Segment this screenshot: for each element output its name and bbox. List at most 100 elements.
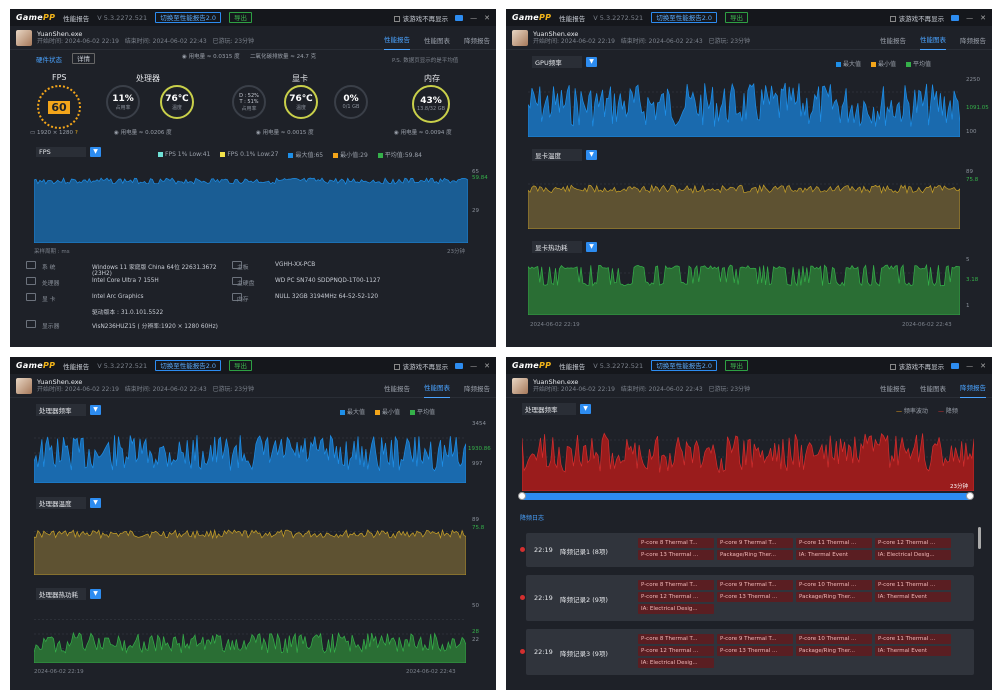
record-dot-icon	[520, 649, 525, 654]
export-button[interactable]: 导出	[229, 360, 253, 371]
tab-performance-report[interactable]: 性能报告	[384, 34, 410, 50]
throttle-reason-tag: P-core 12 Thermal ...	[638, 646, 714, 656]
no-show-checkbox[interactable]: 该游戏不再显示	[889, 13, 944, 23]
record-name: 降频记录2 (9项)	[560, 596, 608, 604]
throttle-metric-select[interactable]: 处理器频率 ▼	[522, 403, 591, 415]
chevron-down-icon[interactable]: ▼	[90, 405, 101, 415]
screenshot-icon[interactable]	[951, 362, 960, 369]
sample-period: 采样周期 : ms	[34, 249, 70, 255]
memory-icon	[232, 293, 242, 301]
export-button[interactable]: 导出	[229, 12, 253, 23]
chevron-down-icon[interactable]: ▼	[90, 498, 101, 508]
timeline-range-slider[interactable]	[518, 492, 974, 500]
switch-report-button[interactable]: 切换至性能报告2.0	[155, 360, 222, 371]
throttle-reason-tag: P-core 12 Thermal ...	[875, 538, 951, 548]
tab-throttle-report[interactable]: 降频报告	[464, 384, 490, 393]
chart-legend: 最大值 最小值 平均值	[836, 59, 931, 68]
gpu-power-chart	[528, 263, 960, 315]
minimize-button[interactable]: —	[470, 361, 478, 370]
close-button[interactable]: ✕	[484, 361, 490, 370]
gpu-temp-gauge: 76℃ 温度	[284, 85, 318, 119]
screenshot-icon[interactable]	[951, 14, 960, 21]
no-show-checkbox[interactable]: 该游戏不再显示	[393, 361, 448, 371]
switch-report-button[interactable]: 切换至性能报告2.0	[651, 12, 718, 23]
gpu-usage-gauge: D : 52% T : 51% 占用率	[232, 85, 266, 119]
sys-row-gpu: 显 卡 Intel Arc Graphics 内存 NULL 32GB 3194MHz…	[42, 294, 379, 303]
chevron-down-icon[interactable]: ▼	[586, 57, 597, 67]
tab-throttle-report[interactable]: 降频报告	[464, 36, 490, 45]
tab-performance-report[interactable]: 性能报告	[384, 384, 410, 393]
window-title: 性能报告	[559, 362, 586, 371]
throttle-record[interactable]: 22:19 降频记录2 (9项) P-core 8 Thermal T... P-…	[520, 575, 974, 621]
elapsed-time: 已游玩: 23分钟	[212, 37, 255, 45]
throttle-reason-tag: P-core 13 Thermal ...	[717, 592, 793, 602]
tab-performance-report[interactable]: 性能报告	[880, 36, 906, 45]
chevron-down-icon[interactable]: ▼	[580, 404, 591, 414]
range-start-handle[interactable]	[518, 492, 526, 500]
chevron-down-icon[interactable]: ▼	[90, 589, 101, 599]
series-area	[34, 631, 466, 663]
gpu-temp-select[interactable]: 显卡温度 ▼	[532, 149, 597, 161]
fps-select[interactable]: FPS ▼	[36, 147, 101, 157]
fps-chart	[34, 177, 468, 243]
tab-throttle-report[interactable]: 降频报告	[960, 36, 986, 45]
throttle-report-panel: GamePP 性能报告 V 5.3.2272.521 切换至性能报告2.0 导出…	[506, 357, 992, 690]
close-button[interactable]: ✕	[980, 13, 986, 22]
gpu-power-select[interactable]: 显卡热功耗 ▼	[532, 241, 597, 253]
scrollbar[interactable]	[978, 527, 981, 549]
tab-performance-chart[interactable]: 性能图表	[920, 384, 946, 393]
throttle-reason-tag: P-core 11 Thermal ...	[875, 580, 951, 590]
range-end-handle[interactable]	[966, 492, 974, 500]
details-button[interactable]: 详情	[72, 53, 95, 64]
export-button[interactable]: 导出	[725, 12, 749, 23]
screenshot-icon[interactable]	[455, 362, 464, 369]
throttle-record[interactable]: 22:19 降频记录1 (8项) P-core 8 Thermal T... P-…	[520, 533, 974, 567]
minimize-button[interactable]: —	[966, 13, 974, 22]
minimize-button[interactable]: —	[966, 361, 974, 370]
record-dot-icon	[520, 547, 525, 552]
chevron-down-icon[interactable]: ▼	[90, 147, 101, 157]
cpu-temperature-chart	[34, 528, 466, 575]
cpu-freq-max-tick: 3454	[472, 421, 486, 427]
cpu-temp-select[interactable]: 处理器温度 ▼	[36, 497, 101, 509]
tab-performance-report[interactable]: 性能报告	[880, 384, 906, 393]
gpu-freq-select[interactable]: GPU频率 ▼	[532, 56, 597, 68]
minimize-button[interactable]: —	[470, 13, 478, 22]
cpu-power-select[interactable]: 处理器热功耗 ▼	[36, 588, 101, 600]
gpu-temperature-chart	[528, 183, 960, 229]
sys-row-os: 系 统 Windows 11 家庭版 China 64位 22631.3672 (…	[42, 262, 316, 277]
export-button[interactable]: 导出	[725, 360, 749, 371]
cpu-freq-select[interactable]: 处理器频率 ▼	[36, 404, 101, 416]
close-button[interactable]: ✕	[980, 361, 986, 370]
close-button[interactable]: ✕	[484, 13, 490, 22]
record-time: 22:19	[534, 546, 553, 554]
duration-label: 23分钟	[950, 484, 968, 490]
no-show-checkbox[interactable]: 该游戏不再显示	[393, 13, 448, 23]
throttle-record[interactable]: 22:19 降频记录3 (9项) P-core 8 Thermal T... P-…	[520, 629, 974, 675]
no-show-checkbox[interactable]: 该游戏不再显示	[889, 361, 944, 371]
throttle-legend: — 频率波动 — 降频	[896, 408, 958, 415]
chevron-down-icon[interactable]: ▼	[586, 150, 597, 160]
throttle-reason-tag: IA: Electrical Desig...	[638, 658, 714, 668]
record-name: 降频记录3 (9项)	[560, 650, 608, 658]
title-bar: GamePP 性能报告 V 5.3.2272.521 切换至性能报告2.0 导出…	[506, 357, 992, 374]
tab-performance-chart[interactable]: 性能图表	[424, 382, 450, 398]
start-time: 开始时间: 2024-06-02 22:19	[37, 385, 119, 393]
throttle-reason-tag: IA: Electrical Desig...	[638, 604, 714, 614]
tab-performance-chart[interactable]: 性能图表	[424, 36, 450, 45]
throttle-log-title: 降频日志	[520, 515, 545, 522]
throttle-reason-tag: IA: Thermal Event	[875, 646, 951, 656]
fps-title: FPS	[52, 73, 67, 82]
tab-throttle-report[interactable]: 降频报告	[960, 382, 986, 398]
window-title: 性能报告	[559, 14, 586, 23]
screenshot-icon[interactable]	[455, 14, 464, 21]
gpu-chart-panel: GamePP 性能报告 V 5.3.2272.521 切换至性能报告2.0 导出…	[506, 9, 992, 347]
switch-report-button[interactable]: 切换至性能报告2.0	[155, 12, 222, 23]
cpu-icon	[26, 277, 36, 285]
checkbox-icon	[889, 15, 896, 22]
tab-performance-chart[interactable]: 性能图表	[920, 34, 946, 50]
switch-report-button[interactable]: 切换至性能报告2.0	[651, 360, 718, 371]
gamepp-logo: GamePP	[512, 361, 552, 370]
chevron-down-icon[interactable]: ▼	[586, 242, 597, 252]
gpu-freq-min-tick: 100	[966, 129, 977, 135]
